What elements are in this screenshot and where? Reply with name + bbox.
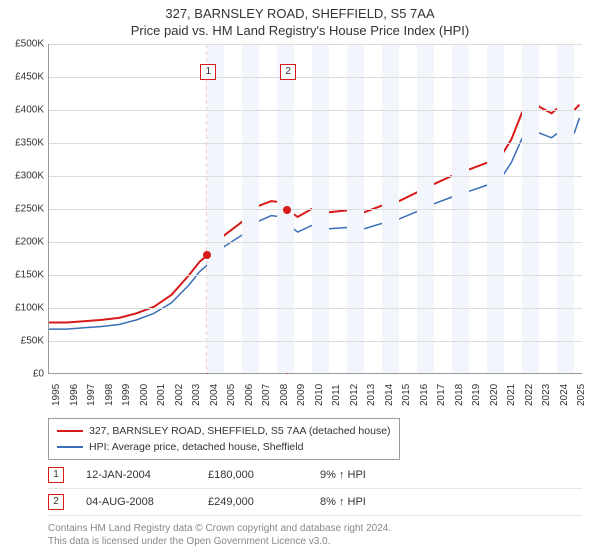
x-tick-label: 2002 [174, 384, 185, 406]
x-tick-label: 2011 [331, 384, 342, 406]
y-tick-label: £200K [0, 237, 44, 248]
gridline [49, 110, 582, 111]
x-tick-label: 1997 [86, 384, 97, 406]
x-tick-label: 2023 [541, 384, 552, 406]
y-tick-label: £100K [0, 303, 44, 314]
x-tick-label: 2012 [349, 384, 360, 406]
x-tick-label: 2019 [471, 384, 482, 406]
x-tick-label: 2003 [191, 384, 202, 406]
legend-item: HPI: Average price, detached house, Shef… [57, 439, 391, 455]
x-tick-label: 2015 [401, 384, 412, 406]
x-tick-label: 2005 [226, 384, 237, 406]
footer-line-2: This data is licensed under the Open Gov… [48, 535, 582, 548]
gridline [49, 341, 582, 342]
chart-legend: 327, BARNSLEY ROAD, SHEFFIELD, S5 7AA (d… [48, 418, 400, 460]
x-tick-label: 2009 [296, 384, 307, 406]
gridline [49, 242, 582, 243]
y-tick-label: £150K [0, 270, 44, 281]
legend-label: 327, BARNSLEY ROAD, SHEFFIELD, S5 7AA (d… [89, 423, 391, 439]
legend-item: 327, BARNSLEY ROAD, SHEFFIELD, S5 7AA (d… [57, 423, 391, 439]
y-tick-label: £300K [0, 171, 44, 182]
sale-date: 04-AUG-2008 [86, 496, 186, 508]
sale-date: 12-JAN-2004 [86, 469, 186, 481]
sale-index-box: 1 [48, 467, 64, 483]
x-tick-label: 2025 [576, 384, 587, 406]
sales-table: 1 12-JAN-2004 £180,000 9% ↑ HPI 2 04-AUG-2008… [48, 462, 582, 516]
sale-row: 2 04-AUG-2008 £249,000 8% ↑ HPI [48, 489, 582, 516]
sale-row: 1 12-JAN-2004 £180,000 9% ↑ HPI [48, 462, 582, 489]
sale-index-box: 2 [48, 494, 64, 510]
event-callout: 1 [200, 64, 216, 80]
sale-price: £180,000 [208, 469, 298, 481]
y-tick-label: £500K [0, 39, 44, 50]
x-tick-label: 1999 [121, 384, 132, 406]
y-tick-label: £50K [0, 336, 44, 347]
y-tick-label: £0 [0, 369, 44, 380]
gridline [49, 44, 582, 45]
x-tick-label: 2020 [489, 384, 500, 406]
x-tick-label: 2004 [209, 384, 220, 406]
x-tick-label: 2008 [279, 384, 290, 406]
sale-price: £249,000 [208, 496, 298, 508]
gridline [49, 77, 582, 78]
x-tick-label: 2006 [244, 384, 255, 406]
x-tick-label: 2024 [559, 384, 570, 406]
x-tick-label: 2001 [156, 384, 167, 406]
gridline [49, 308, 582, 309]
legend-swatch [57, 430, 83, 432]
x-tick-label: 2017 [436, 384, 447, 406]
footer-line-1: Contains HM Land Registry data © Crown c… [48, 522, 582, 535]
x-tick-label: 2013 [366, 384, 377, 406]
y-tick-label: £350K [0, 138, 44, 149]
x-tick-label: 2010 [314, 384, 325, 406]
sale-vs-hpi: 8% ↑ HPI [320, 496, 366, 508]
event-callout: 2 [280, 64, 296, 80]
x-tick-label: 1998 [104, 384, 115, 406]
gridline [49, 176, 582, 177]
x-tick-label: 1995 [51, 384, 62, 406]
footer-attribution: Contains HM Land Registry data © Crown c… [48, 522, 582, 548]
x-tick-label: 2021 [506, 384, 517, 406]
x-tick-label: 2000 [139, 384, 150, 406]
event-point [203, 251, 211, 259]
gridline [49, 209, 582, 210]
legend-label: HPI: Average price, detached house, Shef… [89, 439, 303, 455]
y-tick-label: £250K [0, 204, 44, 215]
x-tick-label: 2016 [419, 384, 430, 406]
chart-title-subtitle: Price paid vs. HM Land Registry's House … [0, 21, 600, 42]
gridline [49, 275, 582, 276]
x-tick-label: 2022 [524, 384, 535, 406]
x-tick-label: 1996 [69, 384, 80, 406]
chart-title-address: 327, BARNSLEY ROAD, SHEFFIELD, S5 7AA [0, 0, 600, 21]
legend-swatch [57, 446, 83, 448]
x-tick-label: 2018 [454, 384, 465, 406]
sale-vs-hpi: 9% ↑ HPI [320, 469, 366, 481]
event-point [283, 206, 291, 214]
y-tick-label: £400K [0, 105, 44, 116]
chart-plot-area: 12 [48, 44, 582, 374]
gridline [49, 143, 582, 144]
y-tick-label: £450K [0, 72, 44, 83]
x-tick-label: 2014 [384, 384, 395, 406]
x-tick-label: 2007 [261, 384, 272, 406]
